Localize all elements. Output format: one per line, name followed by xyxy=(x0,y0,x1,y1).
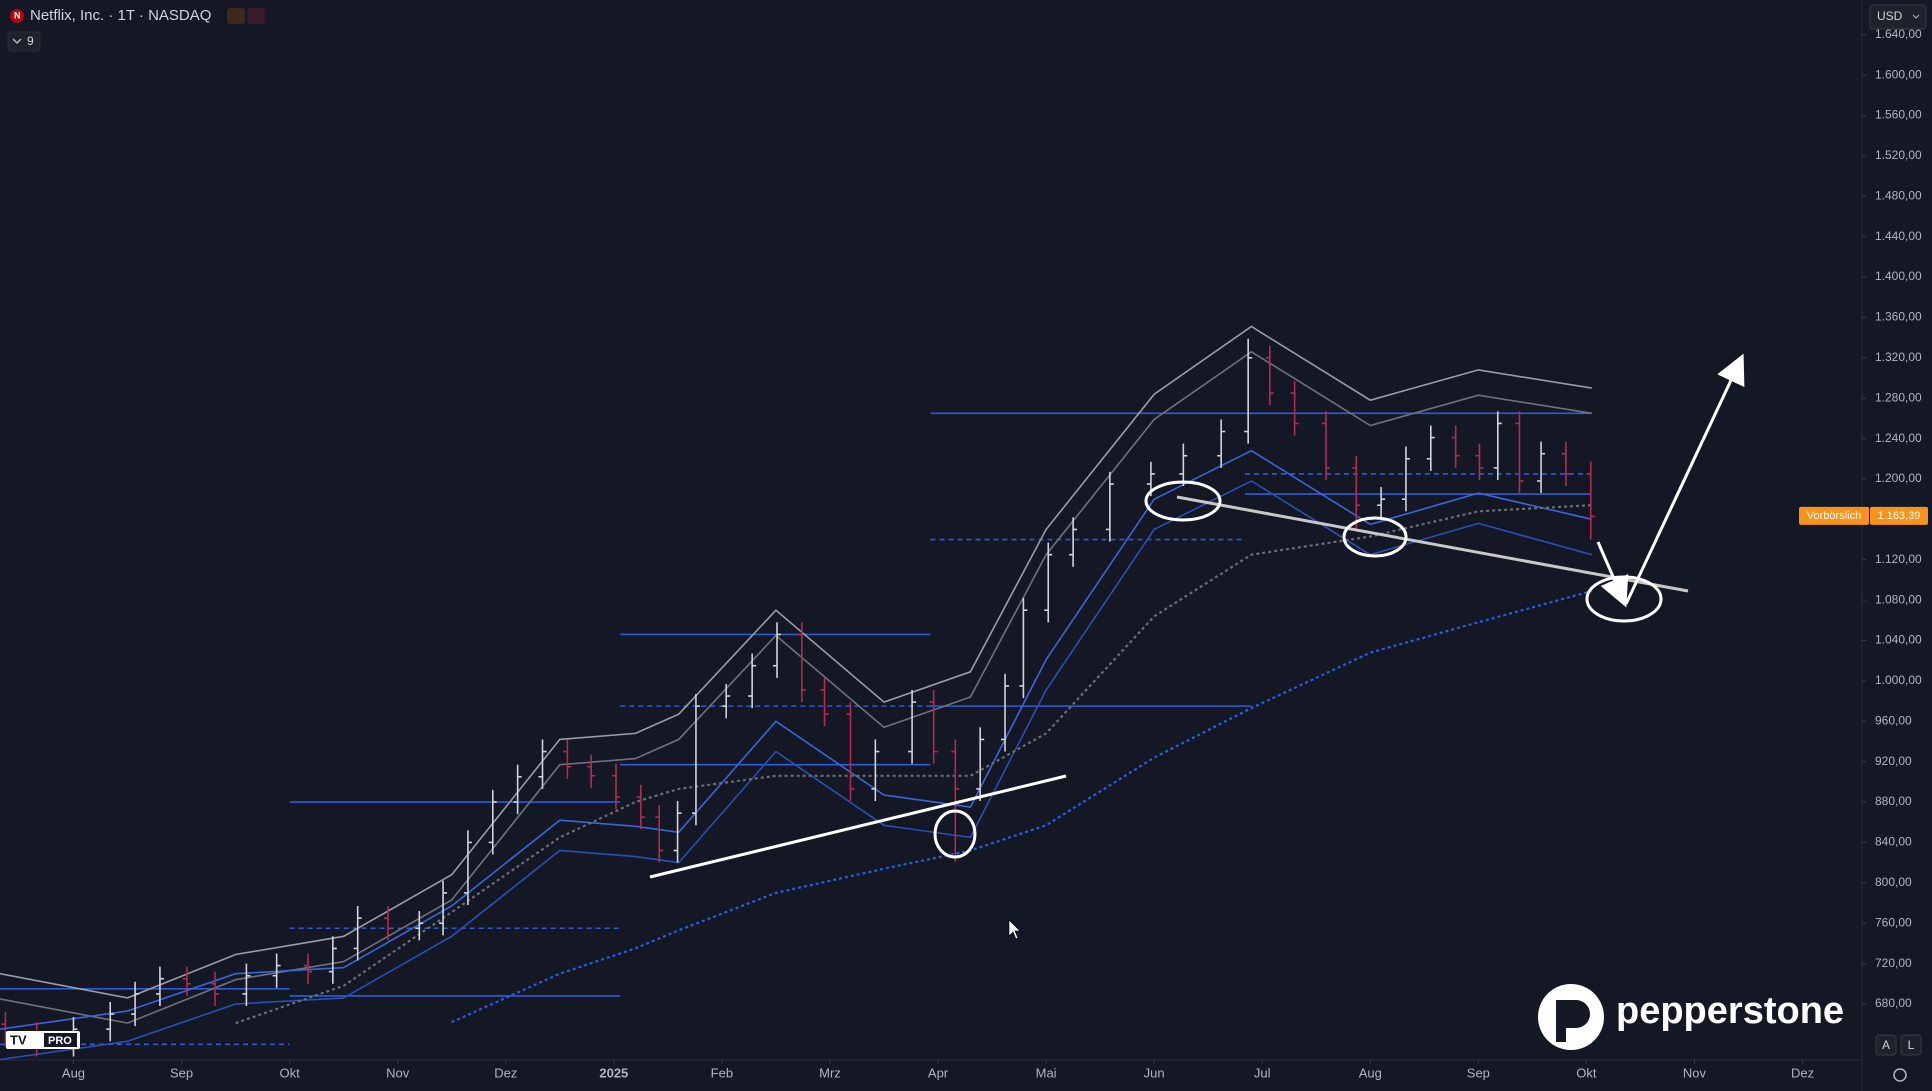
status-icon[interactable] xyxy=(247,8,265,24)
currency: USD xyxy=(1877,9,1903,23)
scale-button-label: L xyxy=(1908,1038,1915,1052)
y-tick-label: 1.320,00 xyxy=(1875,350,1922,364)
status-icon[interactable] xyxy=(227,8,245,24)
x-tick-label: Nov xyxy=(1683,1065,1707,1080)
y-tick-label: 1.520,00 xyxy=(1875,148,1922,162)
tv-logo: TV xyxy=(10,1032,27,1047)
y-tick-label: 1.360,00 xyxy=(1875,310,1922,324)
arrow xyxy=(1624,353,1745,605)
x-tick-label: 2025 xyxy=(599,1065,628,1080)
badge: PRO xyxy=(48,1035,72,1047)
brand: pepperstone TV PRO A L xyxy=(6,984,1922,1082)
brand-logo-mark xyxy=(1556,1000,1590,1042)
y-tick-label: 880,00 xyxy=(1875,794,1912,808)
y-tick-label: 1.480,00 xyxy=(1875,188,1922,202)
overlay-line xyxy=(235,504,1592,1025)
chevron xyxy=(12,38,22,45)
y-tick-label: 1.280,00 xyxy=(1875,390,1922,404)
overlay-line xyxy=(0,325,1592,999)
y-tick-label: 800,00 xyxy=(1875,875,1912,889)
price-tag-value: 1.163,39 xyxy=(1878,510,1921,522)
indicators-toggle[interactable] xyxy=(7,31,41,52)
drawings xyxy=(649,353,1745,940)
brand-name: pepperstone xyxy=(1616,990,1844,1032)
x-tick-label: Dez xyxy=(1791,1065,1814,1080)
y-tick-label: 680,00 xyxy=(1875,996,1912,1010)
y-tick-label: 920,00 xyxy=(1875,754,1912,768)
x-tick-label: Feb xyxy=(711,1065,733,1080)
x-tick-label: Mrz xyxy=(819,1065,841,1080)
trend-line xyxy=(649,774,1067,879)
y-tick-label: 1.040,00 xyxy=(1875,633,1922,647)
currency-button[interactable] xyxy=(1869,4,1927,30)
symbol-title: Netflix, Inc. · 1T · NASDAQ xyxy=(30,7,211,24)
scale-button-label: A xyxy=(1882,1038,1890,1052)
x-tick-label: Sep xyxy=(170,1065,193,1080)
badge-box xyxy=(44,1033,77,1047)
y-tick-label: 1.000,00 xyxy=(1875,673,1922,687)
y-tick-label: 1.440,00 xyxy=(1875,229,1922,243)
x-tick-label: Sep xyxy=(1467,1065,1490,1080)
symbol-logo-letter: N xyxy=(14,10,21,20)
y-tick-label: 1.400,00 xyxy=(1875,269,1922,283)
chevron xyxy=(1912,14,1920,19)
y-tick-label: 720,00 xyxy=(1875,956,1912,970)
x-tick-label: Nov xyxy=(386,1065,410,1080)
x-tick-label: Jun xyxy=(1144,1065,1165,1080)
arrow xyxy=(1596,541,1629,608)
symbol-logo xyxy=(10,9,24,23)
y-tick-label: 1.560,00 xyxy=(1875,108,1922,122)
x-tick-label: Aug xyxy=(1359,1065,1382,1080)
price-tag-box xyxy=(1870,506,1928,525)
y-tick-label: 840,00 xyxy=(1875,835,1912,849)
y-tick-label: 960,00 xyxy=(1875,713,1912,727)
circle-marker xyxy=(1144,480,1222,522)
y-tick-label: 1.200,00 xyxy=(1875,471,1922,485)
scale-button[interactable] xyxy=(1875,1034,1897,1056)
indicator-count: 9 xyxy=(27,34,34,48)
y-tick-label: 1.080,00 xyxy=(1875,592,1922,606)
x-tick-label: Apr xyxy=(928,1065,949,1080)
x-tick-label: Dez xyxy=(494,1065,517,1080)
header: N Netflix, Inc. · 1T · NASDAQ 9 USD xyxy=(7,4,1927,52)
y-tick-label: 1.640,00 xyxy=(1875,27,1922,41)
y-tick-label: 760,00 xyxy=(1875,915,1912,929)
mouse-cursor xyxy=(1008,919,1021,940)
y-tick-label: 1.120,00 xyxy=(1875,552,1922,566)
circle-marker xyxy=(1342,516,1408,558)
y-tick-label: 1.600,00 xyxy=(1875,67,1922,81)
x-tick-label: Mai xyxy=(1036,1065,1057,1080)
x-tick-label: Okt xyxy=(280,1065,301,1080)
scale-button[interactable] xyxy=(1900,1034,1922,1056)
overlay-line xyxy=(0,480,1593,1060)
x-tick-label: Jul xyxy=(1254,1065,1271,1080)
x-tick-label: Aug xyxy=(62,1065,85,1080)
price-tag-label-box xyxy=(1799,506,1869,525)
price-tag-label: Vorbörslich xyxy=(1807,510,1861,522)
y-tick-label: 1.240,00 xyxy=(1875,431,1922,445)
x-tick-label: Okt xyxy=(1576,1065,1597,1080)
settings-icon[interactable] xyxy=(1893,1068,1907,1082)
circle-marker xyxy=(933,809,977,859)
